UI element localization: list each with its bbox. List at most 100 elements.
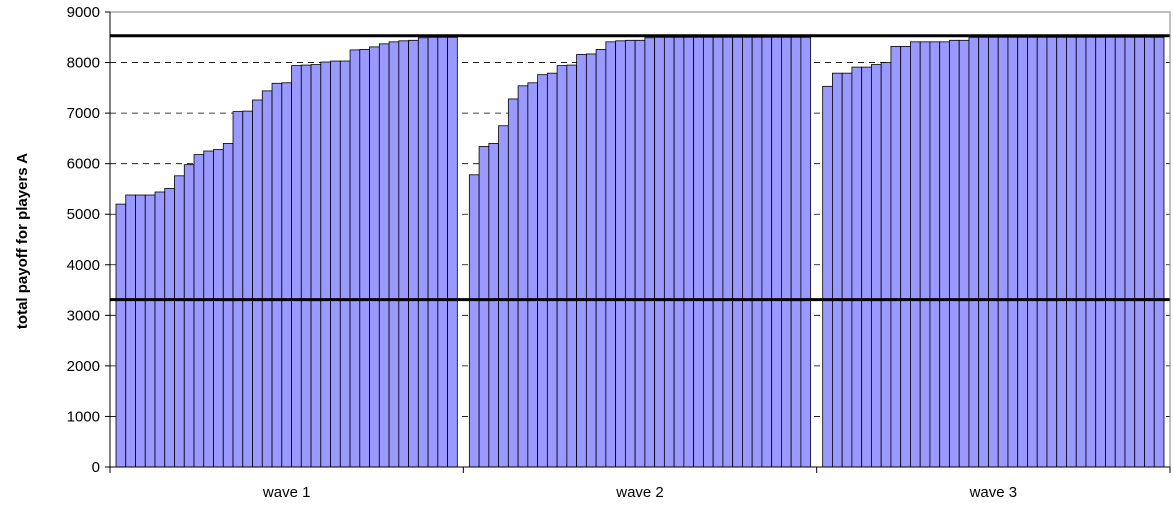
y-axis-title: total payoff for players A [14, 153, 31, 329]
bar [742, 36, 753, 468]
y-tick-label: 3000 [67, 307, 100, 324]
bar [349, 49, 361, 468]
bar [203, 150, 214, 468]
bar [880, 62, 892, 468]
bar [822, 85, 833, 468]
bar [997, 36, 1009, 468]
bar [1036, 36, 1048, 468]
y-tick-label: 0 [92, 459, 100, 476]
bar [1134, 36, 1145, 468]
bar [261, 90, 273, 468]
bar [968, 36, 980, 468]
bar [498, 125, 509, 468]
bar [851, 66, 863, 468]
y-tick-label: 2000 [67, 358, 100, 375]
bar [644, 37, 656, 468]
bar [841, 72, 853, 468]
bar [722, 36, 734, 468]
bar [507, 98, 519, 468]
bar [800, 36, 812, 468]
bar [1124, 36, 1136, 468]
bar [712, 36, 724, 468]
bar [408, 39, 419, 468]
y-tick-label: 8000 [67, 55, 100, 72]
bar [291, 65, 302, 468]
y-tick-label: 6000 [67, 156, 100, 173]
bar [978, 36, 989, 468]
bar [624, 39, 636, 468]
bar [369, 46, 380, 468]
bar [330, 60, 341, 468]
bar [771, 36, 782, 468]
bar [154, 191, 166, 468]
bar [468, 174, 480, 468]
bar [281, 82, 292, 468]
bar [537, 74, 548, 468]
bar [174, 175, 185, 468]
axes: 0 1000 2000 3000 4000 5000 6000 7000 8000 9000 wav… [67, 4, 1171, 501]
bar [527, 82, 538, 468]
bar [1007, 36, 1019, 468]
reference-lines [110, 34, 1170, 302]
bar [634, 39, 646, 468]
bar [232, 111, 244, 468]
bar [595, 49, 607, 468]
bar [135, 194, 146, 468]
bar [164, 188, 175, 468]
bar [790, 36, 802, 468]
bar [890, 45, 902, 468]
bar [761, 36, 773, 468]
bar [183, 164, 195, 468]
bar [1114, 36, 1126, 468]
bar [702, 36, 714, 468]
bar [615, 40, 626, 468]
bar [683, 36, 695, 468]
bar [546, 72, 558, 468]
bar [605, 41, 617, 468]
bar [939, 41, 950, 468]
bar [781, 36, 792, 468]
bar [1095, 36, 1106, 468]
bar [693, 36, 704, 468]
bar [919, 41, 931, 468]
bar [1075, 36, 1087, 468]
bar [144, 194, 156, 468]
bar [663, 36, 675, 468]
bar [310, 64, 322, 468]
y-tick-label: 5000 [67, 206, 100, 223]
bar [958, 39, 970, 468]
bar [556, 65, 568, 468]
bar [751, 36, 763, 468]
bar [125, 194, 136, 468]
bar [339, 60, 351, 468]
bar [1056, 36, 1067, 468]
y-tick-label: 7000 [67, 105, 100, 122]
bar [871, 64, 882, 468]
bar [222, 143, 234, 468]
bar [910, 41, 921, 468]
bar [447, 36, 458, 468]
bar [300, 64, 312, 468]
x-tick-label: wave 2 [615, 484, 664, 501]
bar [576, 54, 587, 468]
y-tick-label: 4000 [67, 257, 100, 274]
bar [1046, 36, 1058, 468]
bar [1017, 36, 1028, 468]
x-tick-label: wave 1 [262, 484, 311, 501]
bar [832, 72, 843, 468]
bar [398, 40, 409, 468]
bar [115, 203, 127, 468]
y-tick-label: 1000 [67, 408, 100, 425]
bar [1144, 36, 1155, 468]
bar [359, 49, 370, 468]
bars [115, 36, 1165, 468]
bar [478, 146, 490, 468]
x-tick-label: wave 3 [969, 484, 1018, 501]
bar [517, 85, 529, 468]
bar [193, 154, 205, 468]
bar [988, 36, 999, 468]
bar [271, 82, 283, 468]
bar [388, 41, 400, 468]
bar [861, 66, 872, 468]
